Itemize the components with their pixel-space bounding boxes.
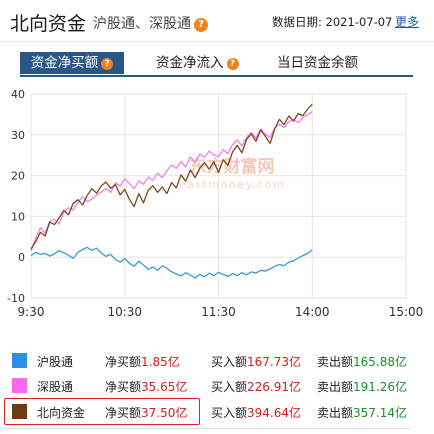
date-label: 数据日期:: [272, 15, 322, 29]
series-line: [30, 111, 313, 252]
bottom-divider: [6, 428, 410, 429]
y-tick-label: -10: [7, 292, 25, 305]
legend-sell: 卖出额191.26亿: [317, 378, 407, 395]
x-tick-label: 15:00: [389, 305, 424, 319]
subtitle-text: 沪股通、深股通: [93, 16, 191, 32]
legend-row-sz[interactable]: 深股通 净买额35.65亿 买入额226.91亿 卖出额191.26亿: [6, 374, 410, 398]
sell-label: 卖出额: [317, 406, 354, 420]
tab-daily-balance-label: 当日资金余额: [277, 55, 358, 71]
x-tick-label: 9:30: [18, 305, 45, 319]
net-value: 35.65亿: [141, 380, 188, 394]
x-tick-label: 14:00: [295, 305, 330, 319]
legend-net: 净买额35.65亿: [105, 378, 187, 395]
legend-swatch: [12, 353, 27, 368]
legend-name: 沪股通: [37, 355, 74, 369]
series-line: [30, 103, 313, 250]
legend-name: 北向资金: [37, 406, 86, 420]
net-label: 净买额: [105, 355, 142, 369]
page-subtitle: 沪股通、深股通?: [93, 13, 208, 33]
buy-label: 买入额: [211, 380, 248, 394]
watermark-text: 东方财富网: [190, 156, 275, 177]
buy-label: 买入额: [211, 406, 248, 420]
legend-swatch: [12, 404, 27, 419]
help-icon[interactable]: ?: [226, 58, 239, 70]
north-flow-chart: 40 30 20 10 0 -109:30 10:30 11:30 14:00 15:00 东方财富…: [7, 88, 424, 319]
legend-name: 深股通: [37, 380, 74, 394]
help-icon[interactable]: ?: [101, 58, 114, 70]
net-value: 1.85亿: [141, 355, 180, 369]
legend-row-sh[interactable]: 沪股通 净买额1.85亿 买入额167.73亿 卖出额165.88亿: [6, 349, 410, 373]
sell-value: 165.88亿: [353, 355, 408, 369]
tab-net-buy[interactable]: 资金净买额?: [20, 52, 124, 74]
y-tick-label: 20: [11, 170, 25, 183]
net-label: 净买额: [105, 380, 142, 394]
net-label: 净买额: [105, 406, 142, 420]
more-link[interactable]: 更多: [395, 15, 420, 29]
x-tick-label: 11:30: [201, 305, 236, 319]
header-divider: [0, 41, 434, 42]
legend-row-north[interactable]: 北向资金 净买额37.50亿 买入额394.64亿 卖出额357.14亿: [6, 400, 410, 424]
y-tick-label: 0: [18, 251, 25, 264]
buy-label: 买入额: [211, 355, 248, 369]
sell-label: 卖出额: [317, 380, 354, 394]
tab-net-inflow[interactable]: 资金净流入?: [156, 52, 239, 74]
legend-net: 净买额1.85亿: [105, 353, 180, 370]
buy-value: 167.73亿: [247, 355, 302, 369]
legend-buy: 买入额167.73亿: [211, 353, 301, 370]
x-tick-label: 10:30: [107, 305, 142, 319]
legend-sell: 卖出额357.14亿: [317, 404, 407, 421]
legend-swatch: [12, 378, 27, 393]
watermark-subtext: eastmoney.com: [179, 178, 285, 191]
data-date: 数据日期: 2021-07-07: [272, 14, 392, 30]
legend-row-north-highlight: [4, 398, 200, 425]
sell-label: 卖出额: [317, 355, 354, 369]
sell-value: 191.26亿: [353, 380, 408, 394]
y-tick-label: 10: [11, 210, 25, 223]
legend-net: 净买额37.50亿: [105, 404, 187, 421]
buy-value: 226.91亿: [247, 380, 302, 394]
date-value: 2021-07-07: [325, 15, 393, 29]
y-tick-label: 40: [11, 88, 25, 101]
legend-buy: 买入额226.91亿: [211, 378, 301, 395]
tab-daily-balance[interactable]: 当日资金余额: [277, 52, 358, 74]
net-value: 37.50亿: [141, 406, 188, 420]
series-line: [30, 246, 313, 279]
legend-buy: 买入额394.64亿: [211, 404, 301, 421]
sell-value: 357.14亿: [353, 406, 408, 420]
buy-value: 394.64亿: [247, 406, 302, 420]
help-icon[interactable]: ?: [194, 18, 208, 32]
page-title: 北向资金: [10, 13, 87, 35]
tab-net-inflow-label: 资金净流入: [156, 55, 224, 71]
y-tick-label: 30: [11, 129, 25, 142]
tab-underline: [20, 75, 413, 77]
legend-sell: 卖出额165.88亿: [317, 353, 407, 370]
tab-net-buy-label: 资金净买额: [30, 55, 99, 71]
